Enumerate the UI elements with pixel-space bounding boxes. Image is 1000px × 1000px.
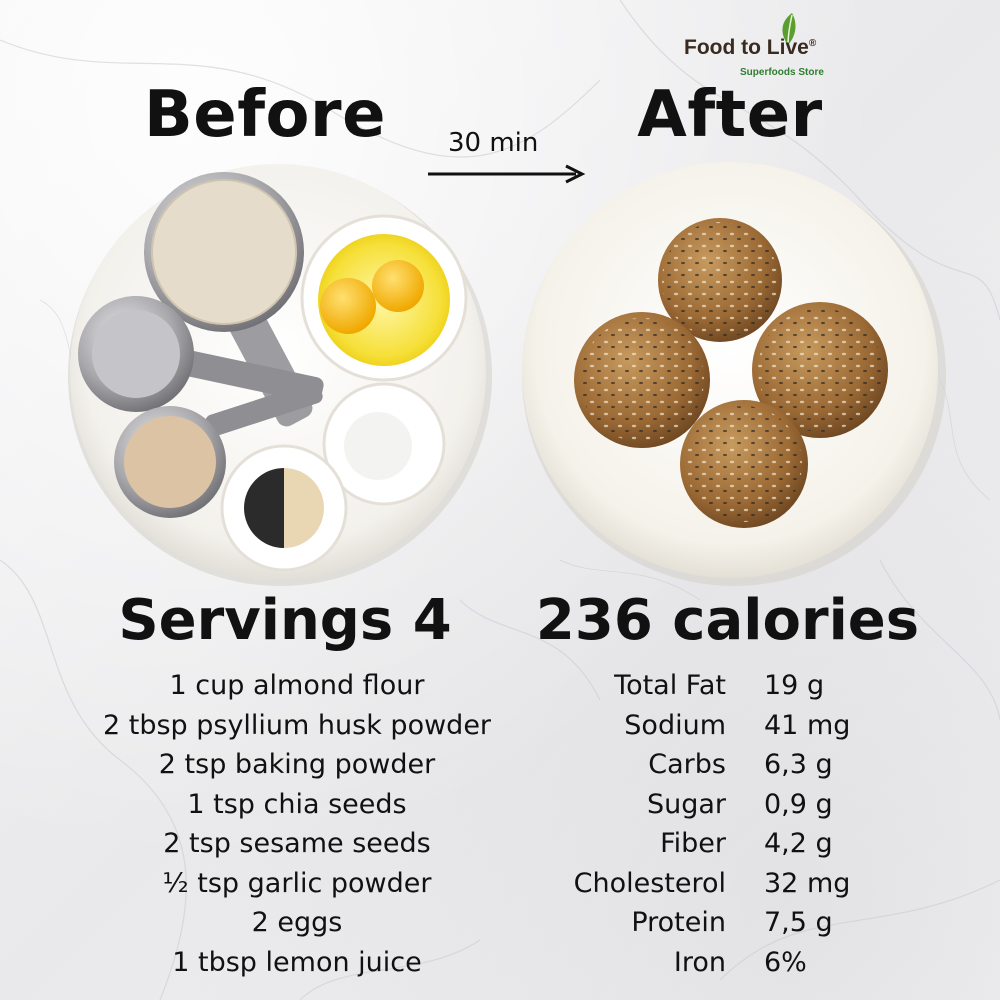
servings-heading: Servings 4: [118, 588, 452, 653]
bun-right: [752, 302, 888, 438]
ingredient-item: 1 tbsp lemon juice: [172, 946, 422, 978]
ingredient-item: 2 tsp baking powder: [158, 749, 436, 780]
calories-heading: 236 calories: [535, 588, 920, 653]
nutrient-name: Sodium: [624, 709, 726, 741]
logo-tagline: Superfoods Store: [740, 67, 824, 78]
nutrient-value: 19 g: [764, 670, 825, 701]
nutrient-value: 32 mg: [764, 867, 851, 899]
nutrient-value: 6%: [764, 946, 807, 978]
ingredient-item: 2 eggs: [251, 907, 343, 938]
nutrient-value: 4,2 g: [764, 828, 833, 859]
nutrient-name: Carbs: [648, 749, 726, 780]
nutrition-values: 19 g 41 mg 6,3 g 0,9 g 4,2 g 32 mg 7,5 g…: [764, 666, 964, 982]
nutrient-value: 7,5 g: [764, 907, 833, 938]
nutrient-name: Cholesterol: [573, 867, 726, 899]
arrow-right-icon: [428, 164, 586, 184]
ingredients-plate-photo: [68, 164, 492, 586]
after-heading: After: [637, 78, 823, 152]
nutrient-name: Protein: [631, 907, 726, 938]
ingredient-item: 2 tbsp psyllium husk powder: [102, 709, 492, 741]
bun-bottom: [680, 400, 808, 528]
nutrient-value: 6,3 g: [764, 749, 833, 780]
logo-name: Food to Live: [684, 36, 809, 59]
nutrient-name: Sugar: [646, 788, 726, 820]
nutrient-value: 41 mg: [764, 709, 851, 741]
brand-logo: Food to Live® Superfoods Store: [684, 13, 824, 82]
nutrition-names: Total Fat Sodium Carbs Sugar Fiber Chole…: [520, 666, 726, 982]
buns-plate-photo: [522, 162, 946, 586]
bun-top: [658, 218, 782, 342]
nutrient-name: Iron: [673, 946, 726, 978]
registered-mark: ®: [808, 38, 817, 49]
ingredient-item: 1 tsp chia seeds: [187, 788, 407, 820]
ingredients-list: 1 cup almond flour 2 tbsp psyllium husk …: [60, 666, 534, 982]
ingredient-item: 2 tsp sesame seeds: [163, 828, 431, 859]
ingredient-item: 1 cup almond flour: [169, 670, 425, 701]
nutrient-value: 0,9 g: [764, 788, 833, 820]
bun-left: [574, 312, 710, 448]
nutrient-name: Fiber: [660, 828, 726, 859]
leaf-icon: [782, 13, 796, 46]
nutrient-name: Total Fat: [614, 670, 726, 701]
before-heading: Before: [144, 78, 386, 152]
time-label: 30 min: [448, 128, 539, 158]
ingredient-item: ½ tsp garlic powder: [162, 867, 432, 899]
